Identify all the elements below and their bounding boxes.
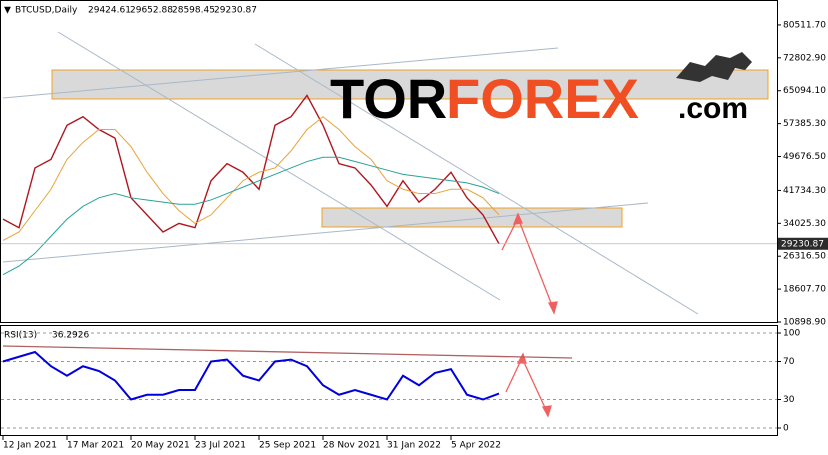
arrow: [521, 357, 548, 413]
open: 29424.61: [88, 6, 131, 16]
x-tick-label: 17 Mar 2021: [67, 441, 124, 451]
y-tick-label: 65094.10: [783, 86, 826, 96]
logo-text: TOR: [330, 67, 447, 130]
arrow-head: [541, 405, 552, 418]
support-zone: [321, 207, 623, 228]
data-line: [2, 350, 500, 401]
x-tick-label: 28 Nov 2021: [323, 441, 381, 451]
x-tick-label: 12 Jan 2021: [3, 441, 57, 451]
y-tick-label: 100: [783, 329, 800, 339]
price-panel: [0, 0, 778, 323]
y-tick-label: 80511.70: [783, 20, 826, 30]
forecast-arrows: [2, 212, 573, 418]
trend-line: [254, 43, 699, 315]
rsi-title: RSI(13): [4, 331, 37, 341]
y-tick-label: 26316.50: [783, 252, 826, 262]
trend-line: [2, 202, 649, 263]
y-tick-label: 49676.50: [783, 152, 826, 162]
data-line: [2, 116, 500, 241]
x-tick-label: 31 Jan 2022: [387, 441, 441, 451]
arrow: [505, 357, 523, 393]
rsi-trend-line: [2, 345, 573, 359]
rsi-value: 36.2926: [52, 331, 89, 341]
x-tick-label: 23 Jul 2021: [195, 441, 246, 451]
data-line: [2, 156, 500, 276]
arrow: [517, 217, 554, 309]
logo-text: FOREX: [446, 67, 639, 130]
trend-line: [2, 47, 559, 99]
price-label-bg: [778, 237, 828, 250]
logo-text: .com: [678, 92, 748, 125]
data-line: [2, 94, 500, 245]
high: 29652.88: [130, 6, 173, 16]
y-tick-label: 57385.30: [783, 119, 826, 129]
arrow-head: [548, 301, 558, 315]
y-tick-label: 34025.30: [783, 219, 826, 229]
y-tick-label: 30: [783, 395, 795, 405]
y-tick-label: 10898.90: [783, 318, 826, 328]
y-tick-label: 41734.30: [783, 186, 826, 196]
x-tick-label: 5 Apr 2022: [451, 441, 501, 451]
watermark: TOR FOREX .com: [330, 52, 752, 130]
y-tick-label: 70: [783, 357, 795, 367]
x-tick-label: 25 Sep 2021: [259, 441, 316, 451]
y-tick-label: 72802.90: [783, 53, 826, 63]
rsi-panel: [0, 325, 778, 436]
x-tick-label: 20 May 2021: [131, 441, 190, 451]
close: 29230.87: [214, 6, 257, 16]
y-tick-label: 18607.70: [783, 285, 826, 295]
symbol: BTCUSD,Daily: [15, 6, 78, 16]
low: 28598.45: [172, 6, 215, 16]
price-label: 29230.87: [781, 239, 824, 249]
y-tick-label: 0: [783, 424, 789, 434]
trend-lines: [2, 31, 699, 315]
collapse-icon[interactable]: ▼: [4, 6, 11, 16]
trend-line: [57, 31, 501, 301]
resistance-zone: [51, 69, 769, 100]
bull-icon: [676, 52, 752, 82]
